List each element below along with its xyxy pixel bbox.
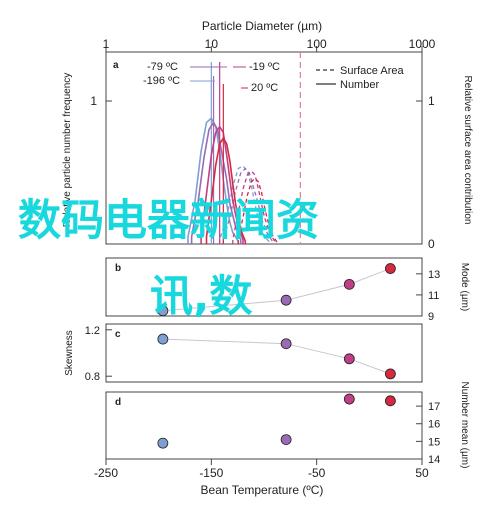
panel-c-letter: c xyxy=(115,329,121,340)
panel-b-points xyxy=(157,263,396,317)
right-y-axis-label: Relative surface area contribution xyxy=(462,76,473,225)
top-x-tick-label: 10 xyxy=(205,37,219,51)
distribution-curves xyxy=(187,62,278,245)
annotation--196: -196 ºC xyxy=(143,75,180,87)
legend-label-surface-area: Surface Area xyxy=(340,65,404,77)
data-point xyxy=(343,278,355,290)
y-tick-label: 13 xyxy=(428,269,440,281)
annotation--19: -19 ºC xyxy=(249,61,280,73)
panel-b-y-label: Mode (µm) xyxy=(459,263,470,312)
y-tick-label: 14 xyxy=(428,454,440,466)
y-tick-label: 15 xyxy=(428,436,440,448)
data-point xyxy=(280,434,292,446)
panel-c-y-ticks: 0.8 1.2 xyxy=(85,325,112,383)
data-point xyxy=(384,368,396,380)
top-x-tick-label: 1000 xyxy=(409,37,436,51)
surface-area-curve xyxy=(219,165,271,245)
bottom-x-axis-label: Bean Temperature (ºC) xyxy=(201,483,324,497)
panel-d-frame xyxy=(105,391,423,460)
data-point xyxy=(280,294,292,306)
data-point xyxy=(384,395,396,407)
panel-d: d Number mean (µm) 14 15 16 17 xyxy=(105,382,470,469)
bottom-x-tick-label: -50 xyxy=(308,466,326,480)
number-curve xyxy=(187,116,240,245)
top-x-tick-label: 1 xyxy=(103,37,110,51)
left-y-tick-1: 1 xyxy=(90,94,97,108)
data-point xyxy=(343,353,355,365)
data-point xyxy=(343,393,355,405)
y-tick-label: 17 xyxy=(428,401,440,413)
data-point xyxy=(157,305,169,317)
bottom-x-ticks: -250 -150 -50 50 xyxy=(94,459,429,480)
annotation-20: 20 ºC xyxy=(251,82,278,94)
annotation--79: -79 ºC xyxy=(147,61,178,73)
panel-b-frame xyxy=(105,257,423,317)
panel-b-y-ticks: 9 11 13 xyxy=(416,269,440,323)
top-x-axis-label: Particle Diameter (µm) xyxy=(202,19,322,33)
bottom-x-tick-label: 50 xyxy=(415,466,429,480)
panel-c-trend xyxy=(162,338,391,375)
panel-c-points xyxy=(157,333,396,380)
bottom-x-tick-label: -250 xyxy=(94,466,118,480)
panel-a: a Particle Diameter (µm) 1 10 100 1000 Rela… xyxy=(62,19,473,251)
legend-label-number: Number xyxy=(340,79,379,91)
y-tick-label: 16 xyxy=(428,419,440,431)
bottom-x-tick-label: -150 xyxy=(199,466,223,480)
top-x-tick-label: 100 xyxy=(307,37,327,51)
panel-b-trend xyxy=(162,268,391,312)
y-tick-label: 1.2 xyxy=(85,325,100,337)
y-tick-label: 0.8 xyxy=(85,371,100,383)
top-x-ticks: 1 10 100 1000 xyxy=(103,37,436,52)
surface-area-curve xyxy=(237,177,278,245)
data-point xyxy=(280,338,292,350)
left-y-axis-label: Relative particle number frequency xyxy=(62,73,73,228)
data-point xyxy=(157,437,169,449)
panel-c-frame xyxy=(105,323,423,383)
data-point xyxy=(384,263,396,274)
panel-d-y-label: Number mean (µm) xyxy=(459,382,470,469)
panel-a-frame xyxy=(105,51,423,245)
y-tick-label: 11 xyxy=(428,290,439,302)
panel-d-letter: d xyxy=(115,397,121,408)
panel-d-y-ticks: 14 15 16 17 xyxy=(416,401,440,466)
legend: Surface Area Number xyxy=(316,65,404,91)
panel-a-letter: a xyxy=(113,60,119,71)
panel-d-points xyxy=(157,393,396,449)
panel-b: b Mode (µm) 9 11 13 xyxy=(105,257,470,323)
data-point xyxy=(157,333,169,345)
y-tick-label: 9 xyxy=(428,311,434,323)
panel-c: c Skewness 0.8 1.2 xyxy=(64,323,423,383)
panel-c-y-label: Skewness xyxy=(64,330,75,376)
right-y-tick-1: 1 xyxy=(428,94,435,108)
panel-b-letter: b xyxy=(115,263,121,274)
right-y-tick-0: 0 xyxy=(428,237,435,251)
